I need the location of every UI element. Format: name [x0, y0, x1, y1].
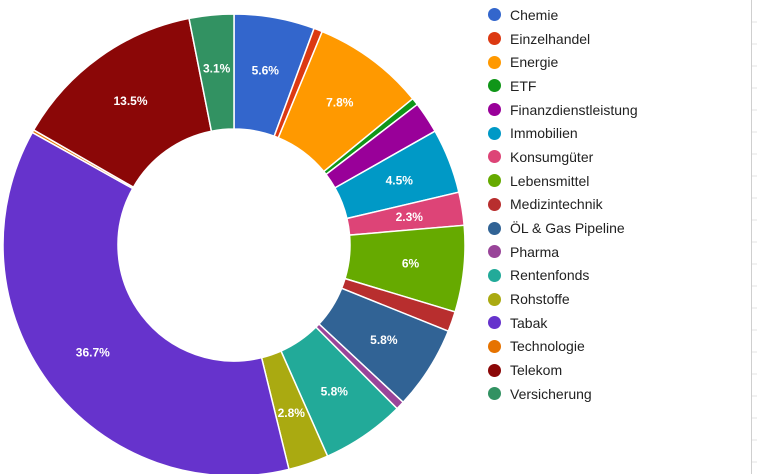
legend-label: ÖL & Gas Pipeline — [510, 220, 625, 237]
legend-label: Finanzdienstleistung — [510, 101, 638, 118]
donut-slice-versicherung[interactable] — [188, 13, 235, 133]
legend-label: Pharma — [510, 243, 560, 260]
slice-label-tabak: 36.7% — [76, 346, 110, 360]
legend-swatch — [488, 32, 501, 46]
legend-label: Versicherung — [510, 385, 592, 402]
slice-label-lebensmittel: 6% — [402, 256, 420, 270]
slice-label-rentenfonds: 5.8% — [321, 384, 349, 398]
legend-swatch — [488, 79, 501, 93]
legend-item-etf[interactable]: ETF — [488, 74, 748, 98]
legend-swatch — [488, 339, 501, 353]
legend-label: Konsumgüter — [510, 148, 594, 165]
slice-label-chemie: 5.6% — [252, 63, 280, 77]
legend-label: Tabak — [510, 314, 548, 331]
donut-slice-tabak[interactable] — [2, 131, 290, 474]
legend-item-einzelhandel[interactable]: Einzelhandel — [488, 27, 748, 51]
legend-item-chemie[interactable]: Chemie — [488, 3, 748, 27]
legend-swatch — [488, 245, 501, 259]
legend-swatch — [488, 316, 501, 330]
legend-swatch — [488, 197, 501, 211]
legend-item-medizintechnik[interactable]: Medizintechnik — [488, 193, 748, 217]
slice-label-l-gas-pipeline: 5.8% — [370, 333, 398, 347]
legend-item-lebensmittel[interactable]: Lebensmittel — [488, 169, 748, 193]
legend-label: Rentenfonds — [510, 267, 590, 284]
legend-swatch — [488, 150, 501, 164]
donut-slices — [2, 13, 466, 474]
legend-item-tabak[interactable]: Tabak — [488, 311, 748, 335]
slice-label-versicherung: 3.1% — [203, 61, 231, 75]
legend-swatch — [488, 363, 501, 377]
legend-label: Telekom — [510, 362, 563, 379]
legend-swatch — [488, 387, 501, 401]
legend-item-konsumg-ter[interactable]: Konsumgüter — [488, 145, 748, 169]
legend-label: Immobilien — [510, 125, 578, 142]
legend-swatch — [488, 126, 501, 140]
legend-swatch — [488, 221, 501, 235]
legend-item-immobilien[interactable]: Immobilien — [488, 121, 748, 145]
legend-item-rentenfonds[interactable]: Rentenfonds — [488, 264, 748, 288]
legend-item-versicherung[interactable]: Versicherung — [488, 382, 748, 406]
donut-slice-labels: 5.6% 7.8% 4.5% 2.3% 6% 5.8% 5.8% 2.8% 36.7% 13.5%… — [76, 61, 423, 420]
legend-swatch — [488, 268, 501, 282]
legend-label: ETF — [510, 77, 537, 94]
legend-swatch — [488, 292, 501, 306]
legend-label: Technologie — [510, 338, 585, 355]
legend-item-technologie[interactable]: Technologie — [488, 335, 748, 359]
legend-label: Lebensmittel — [510, 172, 590, 189]
legend-label: Energie — [510, 54, 559, 71]
legend-swatch — [488, 8, 501, 22]
legend-item-finanzdienstleistung[interactable]: Finanzdienstleistung — [488, 98, 748, 122]
legend-label: Chemie — [510, 6, 559, 23]
slice-label-rohstoffe: 2.8% — [278, 406, 306, 420]
legend-item-l-gas-pipeline[interactable]: ÖL & Gas Pipeline — [488, 216, 748, 240]
legend-label: Rohstoffe — [510, 291, 570, 308]
legend-item-pharma[interactable]: Pharma — [488, 240, 748, 264]
slice-label-telekom: 13.5% — [113, 94, 147, 108]
legend-swatch — [488, 55, 501, 69]
slice-label-energie: 7.8% — [326, 95, 354, 109]
legend-item-energie[interactable]: Energie — [488, 50, 748, 74]
legend-label: Medizintechnik — [510, 196, 603, 213]
chart-legend: Chemie Einzelhandel Energie ETF Finanzdienst… — [488, 3, 748, 406]
legend-label: Einzelhandel — [510, 30, 591, 47]
legend-swatch — [488, 103, 501, 117]
legend-item-telekom[interactable]: Telekom — [488, 358, 748, 382]
legend-item-rohstoffe[interactable]: Rohstoffe — [488, 287, 748, 311]
slice-label-immobilien: 4.5% — [386, 173, 414, 187]
slice-label-konsumg-ter: 2.3% — [396, 210, 424, 224]
legend-swatch — [488, 174, 501, 188]
